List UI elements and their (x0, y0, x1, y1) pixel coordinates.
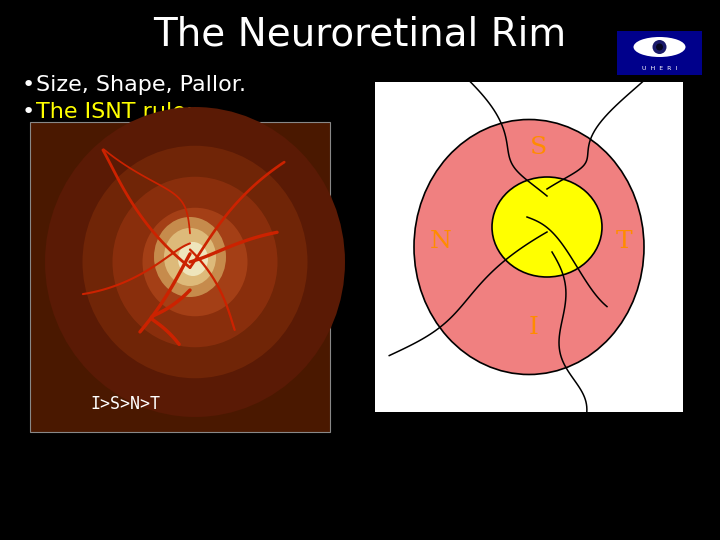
Text: U  H  E  R  I: U H E R I (642, 65, 677, 71)
Ellipse shape (164, 228, 216, 286)
Text: Size, Shape, Pallor.: Size, Shape, Pallor. (36, 75, 246, 95)
Ellipse shape (112, 177, 277, 347)
Ellipse shape (178, 242, 208, 276)
Text: •: • (22, 102, 35, 122)
Ellipse shape (656, 44, 663, 51)
Text: The ISNT rule:: The ISNT rule: (36, 102, 194, 122)
Ellipse shape (414, 119, 644, 375)
Bar (617, 31, 702, 75)
Text: I: I (529, 315, 539, 339)
Ellipse shape (154, 217, 226, 297)
Ellipse shape (143, 208, 248, 316)
Ellipse shape (634, 37, 685, 57)
Text: I>S>N>T: I>S>N>T (90, 395, 160, 413)
Text: T: T (616, 231, 632, 253)
Text: The Neuroretinal Rim: The Neuroretinal Rim (153, 16, 567, 54)
Ellipse shape (652, 40, 667, 54)
Bar (375, 82, 683, 412)
Text: S: S (531, 136, 548, 159)
Ellipse shape (45, 107, 345, 417)
Text: •: • (22, 75, 35, 95)
Bar (30, 122, 330, 432)
Ellipse shape (492, 177, 602, 277)
Ellipse shape (83, 146, 307, 378)
Text: N: N (430, 231, 452, 253)
